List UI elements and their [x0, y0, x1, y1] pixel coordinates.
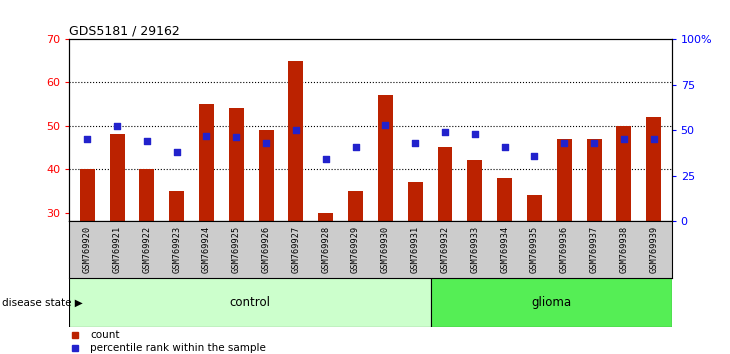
Text: GSM769931: GSM769931	[411, 226, 420, 273]
Bar	[139, 169, 154, 343]
Text: GSM769937: GSM769937	[590, 226, 599, 273]
Text: GSM769922: GSM769922	[142, 226, 151, 273]
Bar	[557, 139, 572, 343]
Text: GSM769929: GSM769929	[351, 226, 360, 273]
Bar	[616, 126, 631, 343]
Text: GSM769923: GSM769923	[172, 226, 181, 273]
Text: GSM769927: GSM769927	[291, 226, 301, 273]
Point	[439, 129, 451, 135]
Point	[618, 136, 630, 142]
Bar	[80, 169, 95, 343]
Point	[588, 140, 600, 146]
Text: GSM769925: GSM769925	[232, 226, 241, 273]
Text: GDS5181 / 29162: GDS5181 / 29162	[69, 25, 180, 38]
Bar	[646, 117, 661, 343]
Bar	[69, 278, 431, 327]
Point	[290, 127, 301, 133]
Text: GSM769935: GSM769935	[530, 226, 539, 273]
Bar	[229, 108, 244, 343]
Point	[380, 122, 391, 127]
Bar	[497, 178, 512, 343]
Text: GSM769926: GSM769926	[261, 226, 271, 273]
Bar	[437, 148, 453, 343]
Bar	[348, 191, 363, 343]
Point	[320, 156, 331, 162]
Bar	[467, 160, 483, 343]
Text: GSM769938: GSM769938	[619, 226, 629, 273]
Point	[648, 136, 659, 142]
Text: GSM769933: GSM769933	[470, 226, 480, 273]
Bar	[288, 61, 304, 343]
Point	[141, 138, 153, 144]
Text: GSM769920: GSM769920	[82, 226, 92, 273]
Bar	[587, 139, 602, 343]
Text: GSM769930: GSM769930	[381, 226, 390, 273]
Point	[261, 140, 272, 146]
Bar	[169, 191, 184, 343]
Text: GSM769934: GSM769934	[500, 226, 509, 273]
Point	[499, 144, 510, 149]
Bar	[408, 182, 423, 343]
Point	[469, 131, 480, 137]
Bar	[378, 95, 393, 343]
Text: percentile rank within the sample: percentile rank within the sample	[91, 343, 266, 353]
Text: glioma: glioma	[531, 296, 571, 309]
Text: GSM769928: GSM769928	[321, 226, 330, 273]
Bar	[258, 130, 274, 343]
Point	[201, 133, 212, 138]
Text: GSM769939: GSM769939	[649, 226, 658, 273]
Text: GSM769936: GSM769936	[560, 226, 569, 273]
Text: disease state ▶: disease state ▶	[2, 298, 83, 308]
Point	[410, 140, 421, 146]
Text: control: control	[229, 296, 271, 309]
Point	[171, 149, 182, 155]
Text: GSM769932: GSM769932	[440, 226, 450, 273]
Point	[111, 124, 123, 129]
Text: GSM769924: GSM769924	[202, 226, 211, 273]
Point	[529, 153, 540, 159]
Bar	[199, 104, 214, 343]
Point	[231, 135, 242, 140]
Text: count: count	[91, 330, 120, 340]
Bar	[431, 278, 672, 327]
Bar	[527, 195, 542, 343]
Point	[82, 136, 93, 142]
Bar	[110, 135, 125, 343]
Text: GSM769921: GSM769921	[112, 226, 122, 273]
Point	[558, 140, 570, 146]
Point	[350, 144, 361, 149]
Bar	[318, 212, 333, 343]
